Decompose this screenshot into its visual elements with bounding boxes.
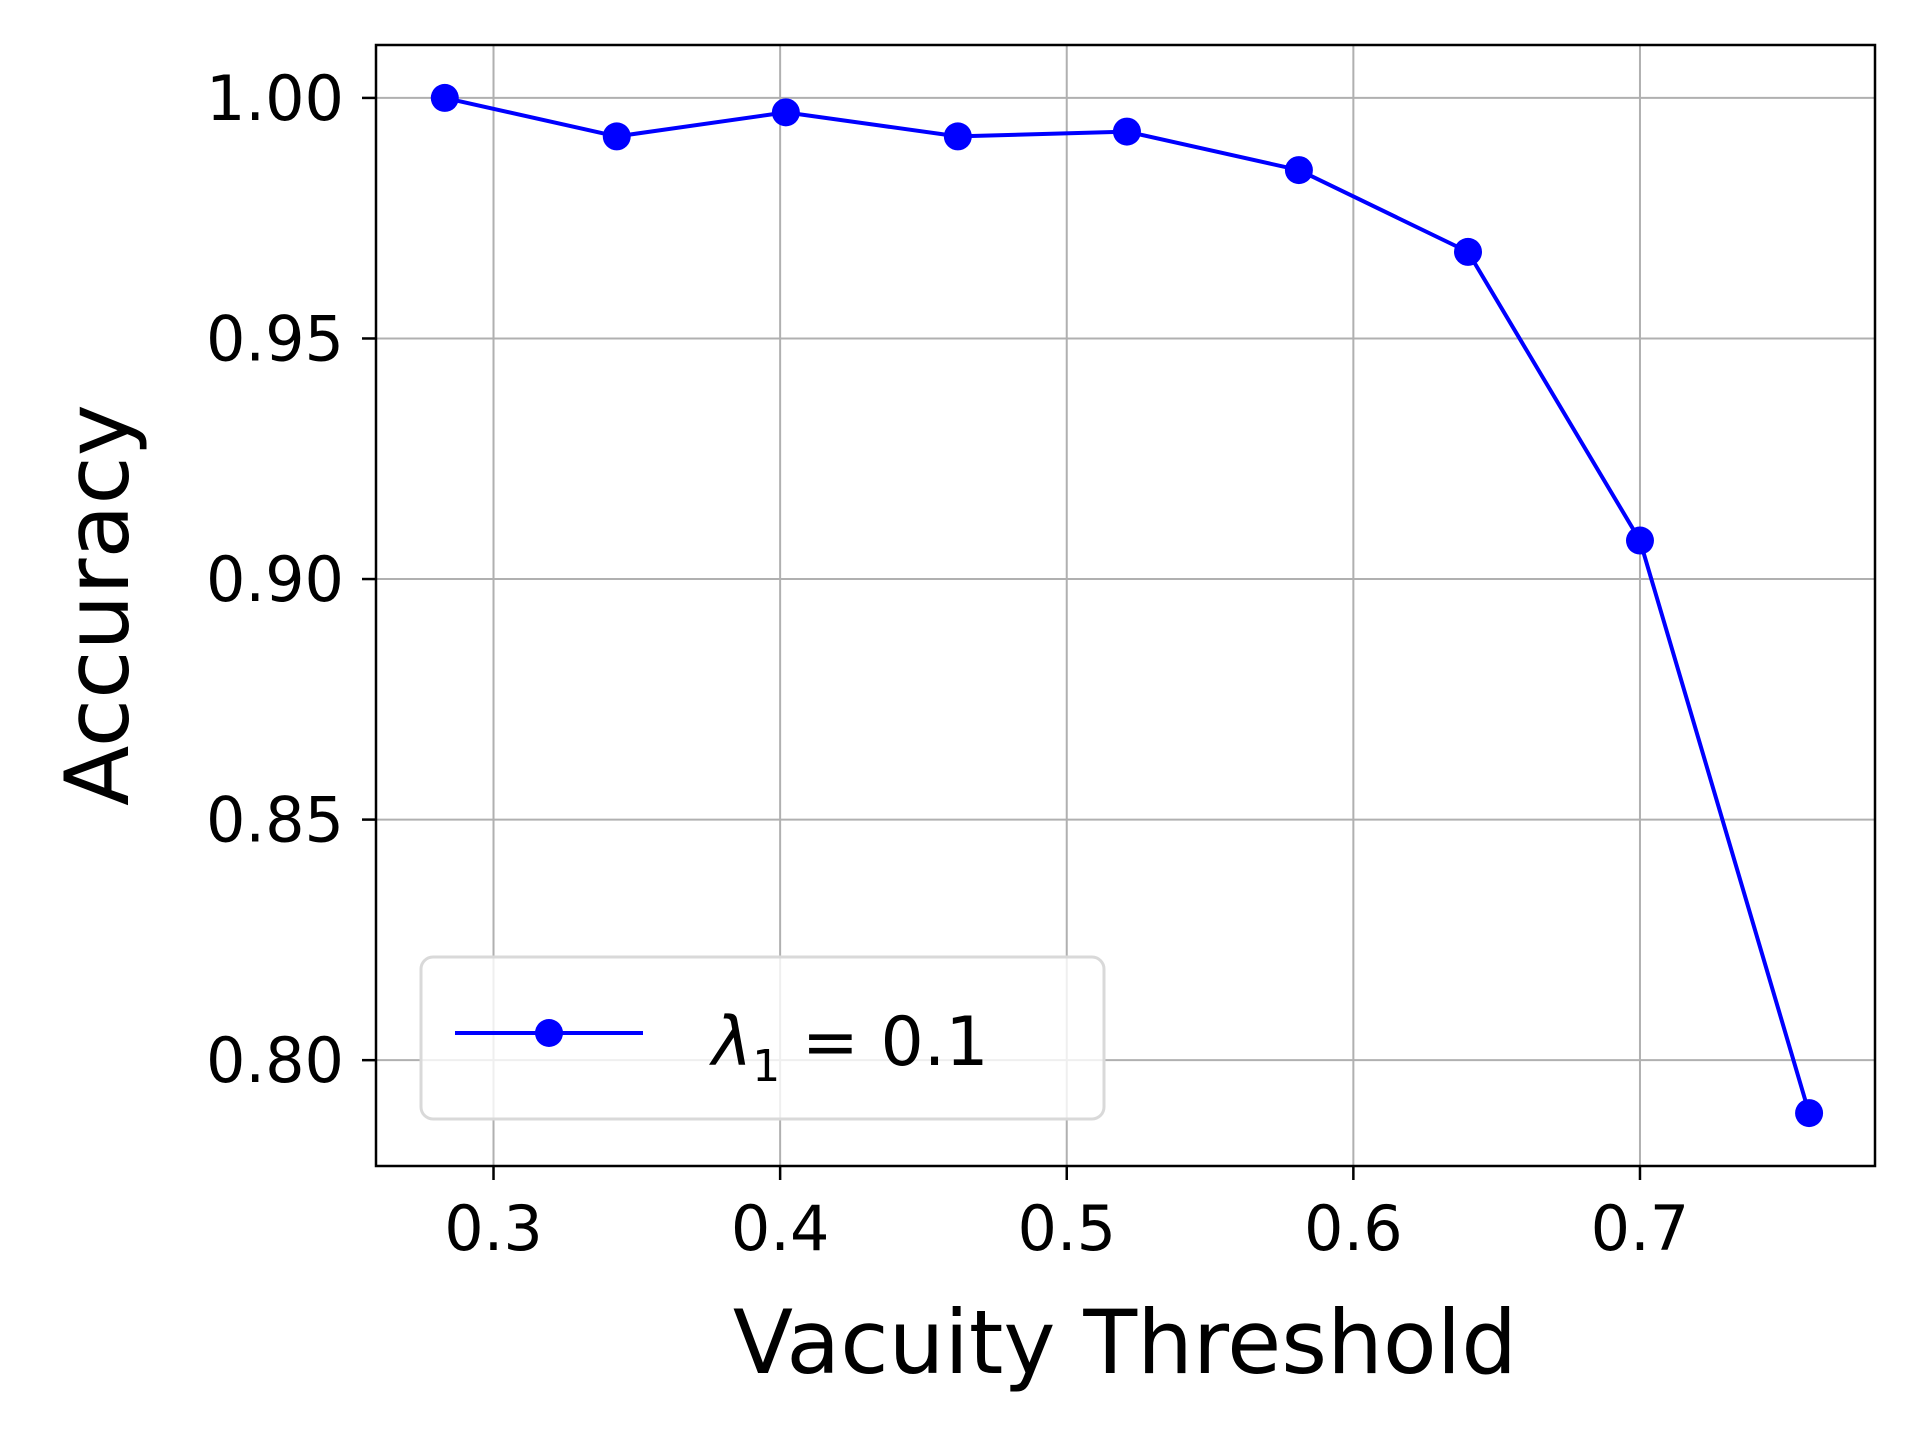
- y-tick-label: 0.80: [206, 1024, 344, 1097]
- legend-label: λ1 = 0.1: [709, 1003, 989, 1092]
- x-tick-label: 0.7: [1591, 1192, 1690, 1265]
- x-tick-label: 0.3: [444, 1192, 543, 1265]
- x-axis-ticks: 0.3 0.4 0.5 0.6 0.7: [444, 1166, 1689, 1265]
- legend-marker-icon: [535, 1019, 563, 1047]
- y-tick-label: 1.00: [206, 62, 344, 135]
- legend-lambda: λ: [709, 1003, 752, 1082]
- x-tick-label: 0.4: [731, 1192, 830, 1265]
- y-tick-label: 0.90: [206, 543, 344, 616]
- data-point-marker: [1625, 526, 1654, 555]
- data-point-marker: [943, 122, 972, 151]
- y-axis-ticks: 0.80 0.85 0.90 0.95 1.00: [206, 62, 376, 1097]
- y-tick-label: 0.95: [206, 302, 344, 375]
- data-series: [430, 83, 1824, 1128]
- x-axis-label: Vacuity Threshold: [733, 1291, 1517, 1394]
- legend-box: [419, 955, 1106, 1121]
- data-point-marker: [1795, 1099, 1824, 1128]
- legend: λ1 = 0.1: [419, 955, 1106, 1121]
- legend-value: = 0.1: [780, 1003, 988, 1082]
- axes-frame: [374, 43, 1877, 1168]
- data-point-marker: [1284, 156, 1313, 185]
- x-tick-label: 0.6: [1304, 1192, 1403, 1265]
- x-tick-label: 0.5: [1017, 1192, 1116, 1265]
- y-tick-label: 0.85: [206, 784, 344, 857]
- data-point-marker: [602, 122, 631, 151]
- data-point-marker: [771, 98, 800, 127]
- data-point-marker: [1112, 117, 1141, 146]
- data-point-marker: [430, 83, 459, 112]
- data-point-marker: [1454, 237, 1483, 266]
- legend-subscript: 1: [752, 1041, 780, 1092]
- y-axis-label: Accuracy: [46, 404, 149, 806]
